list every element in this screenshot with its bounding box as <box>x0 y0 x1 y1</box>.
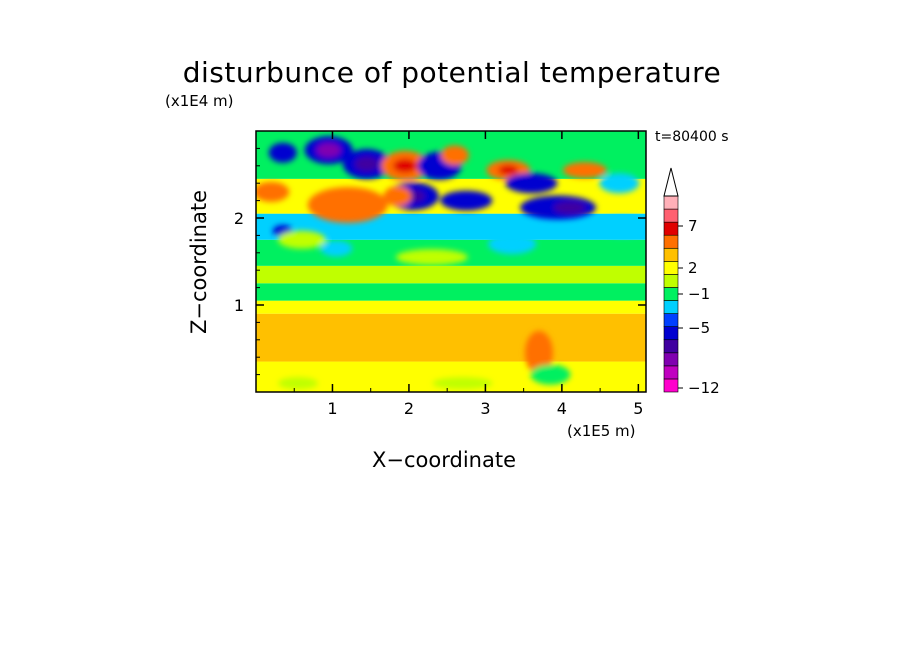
field-feature <box>498 165 519 176</box>
colorbar-swatch <box>663 195 679 210</box>
y-tick-label: 2 <box>234 209 244 228</box>
field-feature <box>395 249 468 266</box>
colorbar-swatch <box>663 287 679 301</box>
field-band <box>256 283 646 301</box>
colorbar-tick-label: 7 <box>688 217 698 235</box>
y-scale-label: (x1E4 m) <box>165 92 234 110</box>
field-feature <box>553 201 586 214</box>
x-tick-label: 5 <box>633 399 643 418</box>
colorbar-extend-arrow <box>663 167 679 197</box>
colorbar-tick-label: 2 <box>688 259 698 277</box>
field-band <box>256 265 646 284</box>
field-feature <box>562 162 607 179</box>
field-feature <box>383 186 412 207</box>
colorbar-swatch <box>663 274 679 288</box>
field-feature <box>597 216 646 237</box>
field-feature <box>256 181 290 202</box>
colorbar-swatch <box>663 234 679 249</box>
colorbar-swatch <box>663 221 679 236</box>
field-feature <box>440 145 469 166</box>
colorbar-swatch <box>663 313 679 327</box>
x-axis-label: X−coordinate <box>372 448 516 472</box>
colorbar-swatch <box>663 247 679 262</box>
colorbar-tick-label: −12 <box>688 379 720 397</box>
chart-title: disturbunce of potential temperature <box>182 56 722 89</box>
colorbar-tick-label: −5 <box>688 319 710 337</box>
colorbar-swatch <box>663 326 679 341</box>
field-feature <box>268 142 297 163</box>
field-feature <box>320 240 353 257</box>
field-feature <box>316 143 341 158</box>
colorbar-swatch <box>663 300 679 314</box>
field-feature <box>278 377 319 390</box>
field-feature <box>277 230 326 249</box>
field-feature <box>583 370 632 387</box>
time-label: t=80400 s <box>655 129 729 145</box>
field-band <box>256 300 646 314</box>
field-band <box>256 313 646 362</box>
field-feature <box>524 330 553 375</box>
colorbar-tick-label: −1 <box>688 285 710 303</box>
x-scale-label: (x1E5 m) <box>567 422 636 440</box>
field-feature <box>440 190 493 211</box>
colorbar-swatch <box>663 378 679 393</box>
field-feature <box>530 364 571 385</box>
colorbar-swatch <box>663 365 679 380</box>
colorbar-swatch <box>663 261 679 275</box>
y-tick-label: 1 <box>234 296 244 315</box>
field-feature <box>432 377 493 390</box>
field-feature <box>599 173 640 194</box>
field-feature <box>354 157 379 172</box>
x-tick-label: 3 <box>480 399 490 418</box>
colorbar-swatch <box>663 352 679 367</box>
field-feature <box>505 173 558 194</box>
field-feature <box>307 186 388 223</box>
x-tick-label: 4 <box>557 399 567 418</box>
field-feature <box>488 234 537 255</box>
plot-frame <box>255 130 647 393</box>
field-feature <box>393 158 418 173</box>
x-tick-label: 2 <box>404 399 414 418</box>
colorbar-swatch <box>663 208 679 223</box>
x-tick-label: 1 <box>327 399 337 418</box>
colorbar-swatch <box>663 339 679 354</box>
